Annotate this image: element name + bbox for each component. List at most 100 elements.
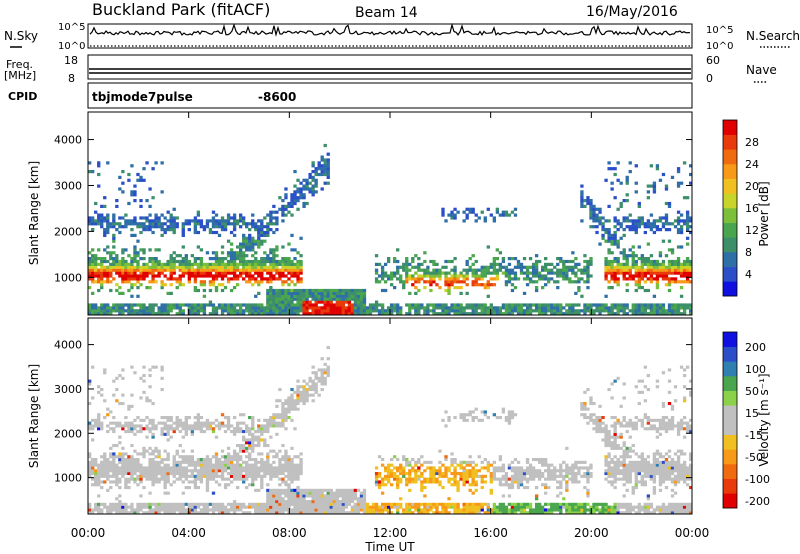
heatmap-cell bbox=[483, 511, 487, 515]
heatmap-cell bbox=[649, 262, 654, 266]
heatmap-cell bbox=[293, 511, 297, 515]
heatmap-cell bbox=[447, 480, 451, 484]
heatmap-cell bbox=[519, 268, 524, 272]
heatmap-cell bbox=[353, 291, 358, 295]
heatmap-cell bbox=[471, 466, 475, 470]
heatmap-cell bbox=[214, 251, 219, 255]
heatmap-cell bbox=[97, 413, 101, 417]
heatmap-cell bbox=[486, 508, 490, 512]
heatmap-cell bbox=[260, 432, 264, 436]
heatmap-cell bbox=[178, 502, 182, 506]
heatmap-cell bbox=[184, 259, 188, 264]
heatmap-cell bbox=[106, 488, 110, 492]
heatmap-cell bbox=[432, 271, 436, 275]
heatmap-cell bbox=[157, 262, 161, 266]
heatmap-cell bbox=[251, 306, 255, 310]
heatmap-cell bbox=[226, 424, 231, 428]
heatmap-cell bbox=[604, 268, 608, 272]
heatmap-cell bbox=[510, 268, 515, 272]
heatmap-cell bbox=[211, 306, 216, 310]
heatmap-cell bbox=[323, 164, 327, 168]
heatmap-cell bbox=[377, 486, 382, 490]
heatmap-cell bbox=[380, 312, 385, 316]
heatmap-cell bbox=[263, 444, 267, 448]
heatmap-cell bbox=[151, 268, 155, 272]
heatmap-cell bbox=[263, 312, 267, 316]
heatmap-cell bbox=[94, 460, 98, 464]
heatmap-cell bbox=[106, 306, 110, 310]
heatmap-cell bbox=[474, 488, 478, 492]
heatmap-cell bbox=[643, 274, 647, 278]
heatmap-cell bbox=[326, 161, 330, 165]
heatmap-cell bbox=[377, 505, 382, 509]
heatmap-cell bbox=[133, 469, 137, 473]
heatmap-cell bbox=[275, 312, 279, 316]
heatmap-cell bbox=[311, 164, 315, 168]
heatmap-cell bbox=[272, 288, 276, 293]
heatmap-cell bbox=[444, 469, 448, 473]
heatmap-cell bbox=[350, 505, 355, 509]
heatmap-cell bbox=[251, 213, 255, 217]
heatmap-cell bbox=[302, 399, 306, 403]
heatmap-cell bbox=[628, 268, 632, 272]
heatmap-cell bbox=[103, 233, 107, 237]
heatmap-cell bbox=[350, 511, 355, 515]
heatmap-cell bbox=[622, 312, 626, 316]
heatmap-cell bbox=[670, 262, 675, 266]
heatmap-cell bbox=[314, 376, 318, 380]
heatmap-cell bbox=[377, 455, 382, 459]
heatmap-cell bbox=[550, 277, 554, 281]
heatmap-cell bbox=[97, 424, 101, 428]
heatmap-cell bbox=[688, 312, 693, 316]
heatmap-cell bbox=[148, 219, 152, 223]
heatmap-cell bbox=[151, 469, 155, 473]
heatmap-cell bbox=[136, 239, 140, 243]
heatmap-cell bbox=[619, 303, 623, 307]
heatmap-cell bbox=[151, 262, 155, 266]
heatmap-cell bbox=[655, 219, 660, 223]
heatmap-cell bbox=[453, 280, 457, 284]
heatmap-cell bbox=[622, 216, 626, 220]
heatmap-cell bbox=[214, 452, 219, 456]
heatmap-cell bbox=[287, 283, 291, 287]
heatmap-cell bbox=[196, 505, 201, 509]
heatmap-cell bbox=[326, 494, 330, 498]
heatmap-cell bbox=[634, 274, 638, 278]
heatmap-cell bbox=[510, 511, 515, 515]
heatmap-cell bbox=[356, 294, 361, 298]
heatmap-cell bbox=[311, 379, 315, 383]
heatmap-cell bbox=[160, 268, 164, 272]
heatmap-cell bbox=[667, 239, 672, 243]
heatmap-cell bbox=[565, 268, 569, 272]
heatmap-cell bbox=[245, 309, 249, 313]
heatmap-cell bbox=[474, 303, 478, 307]
heatmap-cell bbox=[208, 265, 213, 269]
heatmap-cell bbox=[405, 268, 409, 272]
heatmap-cell bbox=[121, 309, 125, 313]
heatmap-cell bbox=[688, 265, 693, 269]
heatmap-cell bbox=[622, 248, 626, 252]
heatmap-cell bbox=[248, 262, 252, 266]
heatmap-cell bbox=[302, 303, 306, 307]
heatmap-cell bbox=[290, 309, 294, 313]
heatmap-cell bbox=[127, 219, 131, 223]
heatmap-cell bbox=[323, 167, 327, 171]
heatmap-cell bbox=[459, 474, 463, 478]
heatmap-cell bbox=[136, 502, 140, 506]
heatmap-cell bbox=[266, 300, 270, 304]
heatmap-cell bbox=[441, 306, 445, 310]
heatmap-cell bbox=[139, 271, 143, 275]
heatmap-cell bbox=[682, 222, 687, 226]
heatmap-cell bbox=[350, 303, 355, 307]
heatmap-cell bbox=[196, 230, 201, 235]
heatmap-cell bbox=[435, 502, 439, 506]
heatmap-cell bbox=[507, 416, 512, 420]
heatmap-cell bbox=[420, 268, 424, 272]
heatmap-cell bbox=[196, 303, 201, 307]
heatmap-cell bbox=[622, 306, 626, 310]
heatmap-cell bbox=[652, 181, 657, 185]
heatmap-cell bbox=[386, 466, 391, 470]
heatmap-cell bbox=[562, 274, 566, 278]
heatmap-cell bbox=[468, 312, 472, 316]
heatmap-cell bbox=[88, 222, 92, 226]
